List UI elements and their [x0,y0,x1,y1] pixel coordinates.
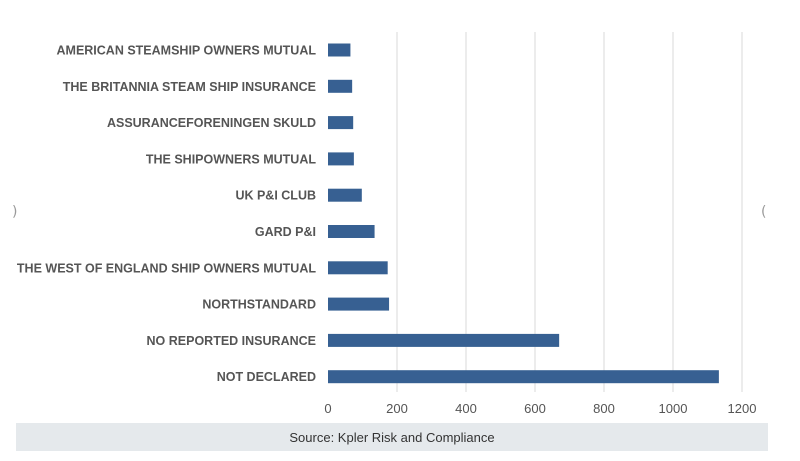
bar [328,333,560,347]
left-edge-mark: ) [12,204,18,220]
x-tick-label: 1200 [728,401,757,416]
bar-chart: AMERICAN STEAMSHIP OWNERS MUTUAL THE BRIT… [17,32,756,416]
bar [328,370,719,384]
category-label: NORTHSTANDARD [202,298,316,312]
x-tick-label: 200 [386,401,408,416]
category-label: NO REPORTED INSURANCE [147,334,316,348]
bar [328,188,362,202]
category-label: GARD P&I [255,225,316,239]
source-text: Source: Kpler Risk and Compliance [289,429,495,445]
category-label: NOT DECLARED [217,370,316,384]
source-banner: Source: Kpler Risk and Compliance [16,423,768,451]
x-tick-label: 1000 [659,401,688,416]
category-labels: AMERICAN STEAMSHIP OWNERS MUTUAL THE BRIT… [17,44,316,385]
bar [328,225,375,238]
x-tick-label: 600 [524,401,546,416]
right-edge-mark: ( [761,204,767,220]
x-tick-label: 400 [455,401,477,416]
category-label: THE BRITANNIA STEAM SHIP INSURANCE [63,80,316,94]
category-label: AMERICAN STEAMSHIP OWNERS MUTUAL [57,44,317,58]
bar [328,297,390,311]
bar [328,116,354,130]
bar [328,261,388,275]
category-label: THE WEST OF ENGLAND SHIP OWNERS MUTUAL [17,261,316,275]
x-axis-ticks: 0 200 400 600 800 1000 1200 [324,401,756,416]
bars [328,43,719,384]
x-tick-label: 0 [324,401,331,416]
bar [328,43,351,57]
bar [328,152,354,166]
x-tick-label: 800 [593,401,615,416]
category-label: THE SHIPOWNERS MUTUAL [146,152,317,166]
category-label: ASSURANCEFORENINGEN SKULD [107,116,316,130]
gridlines [396,32,743,392]
category-label: UK P&I CLUB [235,189,316,203]
bar [328,79,353,93]
